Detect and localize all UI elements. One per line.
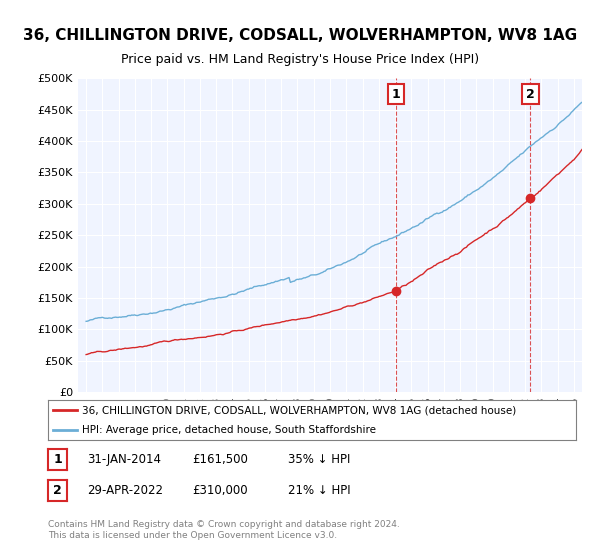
- Text: 35% ↓ HPI: 35% ↓ HPI: [288, 453, 350, 466]
- Text: £161,500: £161,500: [192, 453, 248, 466]
- Text: 36, CHILLINGTON DRIVE, CODSALL, WOLVERHAMPTON, WV8 1AG: 36, CHILLINGTON DRIVE, CODSALL, WOLVERHA…: [23, 28, 577, 43]
- Text: 36, CHILLINGTON DRIVE, CODSALL, WOLVERHAMPTON, WV8 1AG (detached house): 36, CHILLINGTON DRIVE, CODSALL, WOLVERHA…: [82, 405, 517, 415]
- Text: 1: 1: [392, 87, 401, 101]
- Text: HPI: Average price, detached house, South Staffordshire: HPI: Average price, detached house, Sout…: [82, 425, 376, 435]
- Text: Contains HM Land Registry data © Crown copyright and database right 2024.: Contains HM Land Registry data © Crown c…: [48, 520, 400, 529]
- Text: 21% ↓ HPI: 21% ↓ HPI: [288, 484, 350, 497]
- Text: 2: 2: [526, 87, 535, 101]
- Text: 29-APR-2022: 29-APR-2022: [87, 484, 163, 497]
- Text: This data is licensed under the Open Government Licence v3.0.: This data is licensed under the Open Gov…: [48, 531, 337, 540]
- Text: Price paid vs. HM Land Registry's House Price Index (HPI): Price paid vs. HM Land Registry's House …: [121, 53, 479, 66]
- Text: 2: 2: [53, 484, 62, 497]
- Text: £310,000: £310,000: [192, 484, 248, 497]
- Text: 31-JAN-2014: 31-JAN-2014: [87, 453, 161, 466]
- Text: 1: 1: [53, 453, 62, 466]
